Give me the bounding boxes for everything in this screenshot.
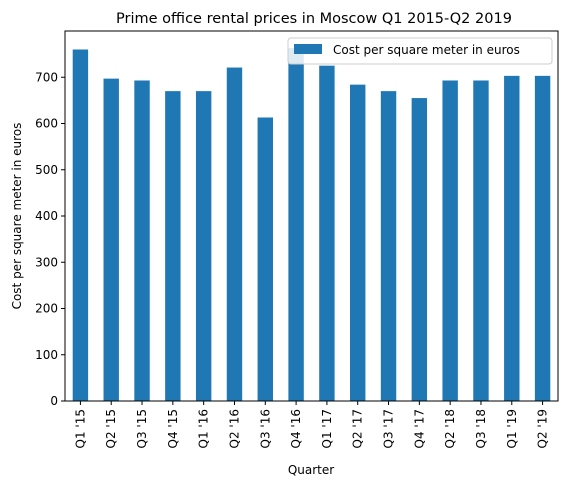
- bar-2: [134, 80, 150, 402]
- x-axis: Q1 '15 Q2 '15 Q3 '15 Q4 '15 Q1 '16 Q2 '16 Q3 '…: [73, 401, 550, 448]
- bar-6: [257, 117, 273, 402]
- bar-15: [534, 75, 551, 402]
- y-tick-label-0: 0: [50, 394, 58, 408]
- bar-10: [380, 91, 397, 401]
- bar-8: [319, 65, 335, 401]
- y-axis: 0 100 200 300 400 500 600 700: [35, 70, 65, 408]
- y-tick-label-6: 600: [35, 117, 58, 131]
- legend-box: [287, 37, 553, 65]
- bar-7: [288, 48, 304, 402]
- legend: Cost per square meter in euros: [287, 37, 553, 65]
- x-tick-label-10: Q3 '17: [382, 409, 396, 448]
- y-tick-label-2: 200: [35, 302, 58, 316]
- y-tick-label-4: 400: [35, 209, 58, 223]
- bar-13: [473, 80, 489, 402]
- x-tick-label-15: Q2 '19: [536, 409, 550, 448]
- bar-5: [226, 67, 243, 401]
- x-tick-label-9: Q2 '17: [351, 409, 365, 448]
- x-tick-label-0: Q1 '15: [73, 409, 87, 448]
- bar-0: [72, 49, 89, 401]
- x-tick-label-3: Q4 '15: [166, 409, 180, 448]
- x-tick-label-14: Q1 '19: [505, 409, 519, 448]
- x-tick-label-1: Q2 '15: [104, 409, 118, 448]
- legend-label: Cost per square meter in euros: [333, 43, 520, 57]
- x-tick-label-2: Q3 '15: [135, 409, 149, 448]
- x-tick-label-13: Q3 '18: [474, 409, 488, 448]
- bar-9: [350, 84, 366, 402]
- y-tick-label-3: 300: [35, 255, 58, 269]
- x-tick-label-8: Q1 '17: [320, 409, 334, 448]
- bar-4: [195, 91, 212, 401]
- x-tick-label-5: Q2 '16: [227, 409, 241, 448]
- bar-3: [165, 91, 181, 401]
- bar-14: [504, 75, 520, 402]
- x-tick-label-7: Q4 '16: [289, 409, 303, 448]
- y-axis-label: Cost per square meter in euros: [10, 123, 24, 310]
- bars-group: [72, 48, 551, 402]
- x-tick-label-11: Q4 '17: [412, 409, 426, 448]
- y-tick-label-7: 700: [35, 70, 58, 84]
- y-tick-label-5: 500: [35, 163, 58, 177]
- x-tick-label-4: Q1 '16: [197, 409, 211, 448]
- bar-11: [411, 98, 428, 401]
- chart-title: Prime office rental prices in Moscow Q1 …: [116, 11, 512, 27]
- y-tick-label-1: 100: [35, 348, 58, 362]
- x-tick-label-12: Q2 '18: [443, 409, 457, 448]
- x-axis-label: Quarter: [288, 463, 334, 477]
- x-tick-label-6: Q3 '16: [258, 409, 272, 448]
- bar-1: [103, 78, 119, 401]
- bar-12: [442, 80, 458, 402]
- legend-swatch: [294, 44, 322, 54]
